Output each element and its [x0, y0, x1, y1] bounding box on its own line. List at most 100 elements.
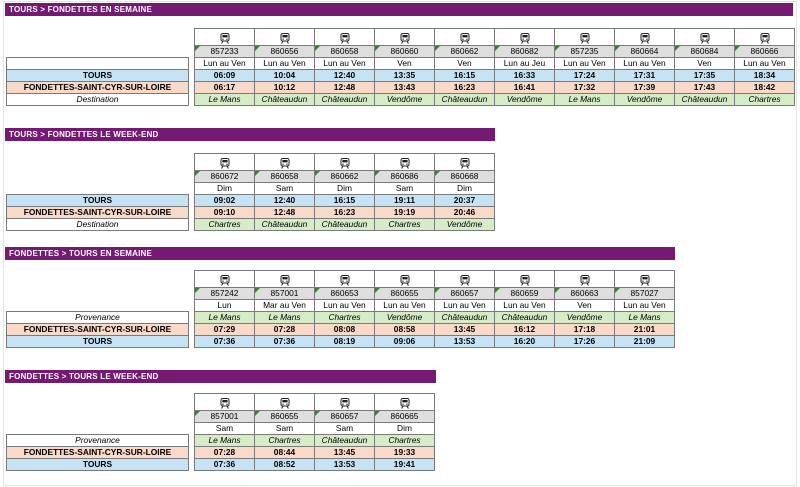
timetable-table: 857233 860656 860658 860660 860662 860682 8572… [6, 28, 795, 106]
train-number: 860653 [314, 287, 375, 300]
section-title: TOURS > FONDETTES LE WEEK-END [5, 128, 495, 141]
departure-time: 20:46 [434, 206, 495, 219]
operating-days: Lun au Ven [734, 57, 795, 70]
departure-time: 08:08 [314, 323, 375, 336]
city-cell: Vendôme [374, 311, 435, 324]
train-number: 857233 [194, 45, 255, 58]
station-name: FONDETTES-SAINT-CYR-SUR-LOIRE [6, 446, 189, 459]
train-number: 860662 [314, 170, 375, 183]
section-title: FONDETTES > TOURS EN SEMAINE [5, 247, 675, 260]
departure-time: 17:39 [614, 81, 675, 94]
train-icon [400, 157, 409, 169]
provenance-row: Provenance Le Mans Chartres Châteaudun Chart… [6, 434, 435, 447]
day-label-cell [7, 183, 189, 195]
train-number: 860658 [254, 170, 315, 183]
city-cell: Châteaudun [254, 93, 315, 106]
day-label-cell [7, 300, 189, 312]
train-icon-cell [674, 28, 735, 46]
operating-days: Dim [374, 422, 435, 435]
departure-time: 17:43 [674, 81, 735, 94]
train-icon-cell [614, 270, 675, 288]
station-name: TOURS [6, 458, 189, 471]
departure-time: 09:10 [194, 206, 255, 219]
train-icon-row [7, 28, 795, 46]
train-icon [280, 157, 289, 169]
departure-time: 21:09 [614, 335, 675, 348]
operating-days: Lun au Jeu [494, 57, 555, 70]
departure-time: 19:41 [374, 458, 435, 471]
stop-row: TOURS 07:36 07:36 08:19 09:06 13:53 16:20 17:26… [6, 335, 675, 348]
departure-time: 19:19 [374, 206, 435, 219]
train-icon [400, 274, 409, 286]
operating-days: Lun au Ven [314, 57, 375, 70]
departure-time: 16:12 [494, 323, 555, 336]
departure-time: 16:41 [494, 81, 555, 94]
operating-days: Sam [194, 422, 255, 435]
destination-row: Destination Chartres Châteaudun Châteaudun C… [6, 218, 495, 231]
row-label: Destination [6, 93, 189, 106]
stop-row: TOURS 06:09 10:04 12:40 13:35 16:15 16:33 17:24… [6, 69, 795, 82]
train-number: 860666 [734, 45, 795, 58]
train-icon-cell [194, 393, 255, 411]
header-spacer [7, 271, 189, 288]
train-icon [220, 274, 229, 286]
departure-time: 08:52 [254, 458, 315, 471]
train-number-row: 857233 860656 860658 860660 860662 860682 8572… [7, 45, 795, 58]
train-icon-row [7, 153, 495, 171]
train-icon [280, 32, 289, 44]
train-number: 857235 [554, 45, 615, 58]
departure-time: 06:17 [194, 81, 255, 94]
departure-time: 17:24 [554, 69, 615, 82]
departure-time: 07:36 [194, 458, 255, 471]
departure-time: 12:48 [314, 81, 375, 94]
train-icon-cell [614, 28, 675, 46]
train-number: 860686 [374, 170, 435, 183]
operating-days-row: Dim Sam Dim Sam Dim [7, 182, 495, 195]
train-number-row: 857242 857001 860653 860655 860657 860659 8606… [7, 287, 675, 300]
train-icon [340, 157, 349, 169]
city-cell: Chartres [374, 434, 435, 447]
departure-time: 08:58 [374, 323, 435, 336]
departure-time: 17:26 [554, 335, 615, 348]
operating-days: Lun au Ven [494, 299, 555, 312]
station-name: FONDETTES-SAINT-CYR-SUR-LOIRE [6, 206, 189, 219]
departure-time: 12:40 [254, 194, 315, 207]
operating-days: Sam [314, 422, 375, 435]
header-spacer [7, 394, 189, 411]
station-name: FONDETTES-SAINT-CYR-SUR-LOIRE [6, 323, 189, 336]
section-title: FONDETTES > TOURS LE WEEK-END [5, 370, 436, 383]
station-name: TOURS [6, 69, 189, 82]
train-icon [400, 32, 409, 44]
departure-time: 13:45 [434, 323, 495, 336]
operating-days: Lun au Ven [314, 299, 375, 312]
train-icon [460, 157, 469, 169]
operating-days: Lun [194, 299, 255, 312]
city-cell: Le Mans [194, 311, 255, 324]
header-spacer [7, 29, 189, 46]
departure-time: 16:23 [434, 81, 495, 94]
operating-days: Ven [434, 57, 495, 70]
train-number: 860655 [374, 287, 435, 300]
header-spacer [7, 46, 189, 58]
train-icon-cell [554, 270, 615, 288]
train-icon [520, 32, 529, 44]
day-label-cell [7, 423, 189, 435]
train-number-row: 857001 860655 860657 860665 [7, 410, 435, 423]
departure-time: 13:43 [374, 81, 435, 94]
train-icon [520, 274, 529, 286]
city-cell: Le Mans [194, 93, 255, 106]
operating-days: Lun au Ven [614, 57, 675, 70]
train-icon-cell [554, 28, 615, 46]
train-number: 860655 [254, 410, 315, 423]
departure-time: 16:15 [434, 69, 495, 82]
city-cell: Châteaudun [314, 434, 375, 447]
city-cell: Le Mans [254, 311, 315, 324]
train-icon-cell [194, 270, 255, 288]
train-icon [760, 32, 769, 44]
train-icon [220, 157, 229, 169]
train-icon-cell [314, 28, 375, 46]
operating-days: Dim [194, 182, 255, 195]
departure-time: 07:28 [194, 446, 255, 459]
train-number: 860657 [314, 410, 375, 423]
train-number: 860660 [374, 45, 435, 58]
